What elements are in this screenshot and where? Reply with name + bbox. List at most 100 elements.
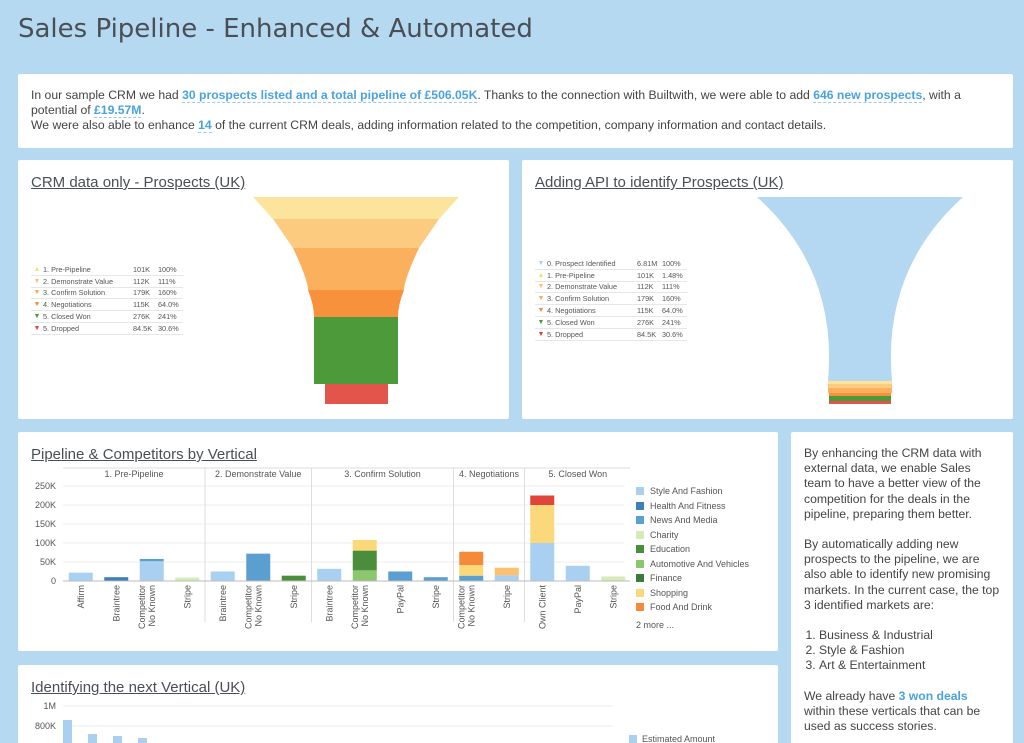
funnel-legend-row[interactable]: ▼ 3. Confirm Solution 179K 160% xyxy=(31,288,183,300)
intro-highlight-new-prospects[interactable]: 646 new prospects xyxy=(813,88,923,103)
stage-percent: 30.6% xyxy=(158,323,179,333)
legend-item[interactable]: Health And Fitness xyxy=(636,499,749,514)
stage-percent: 111% xyxy=(158,276,176,286)
bar[interactable] xyxy=(138,738,147,743)
stage-percent: 100% xyxy=(662,258,681,268)
bar-segment[interactable] xyxy=(139,561,164,581)
stage-value: 115K xyxy=(133,300,150,310)
funnel-legend-row[interactable]: ▼ 2. Demonstrate Value 112K 111% xyxy=(535,282,687,294)
legend-item[interactable]: Shopping xyxy=(636,586,749,601)
x-category-label: Stripe xyxy=(182,585,192,609)
stage-name: 4. Negotiations xyxy=(547,306,596,316)
group-label: 4. Negotiations xyxy=(459,469,520,479)
y-tick-label: 150K xyxy=(35,519,56,529)
bar-segment[interactable] xyxy=(175,577,200,581)
bar-segment[interactable] xyxy=(246,553,271,581)
funnel-title[interactable]: CRM data only - Prospects (UK) xyxy=(31,174,246,191)
stage-name: 5. Dropped xyxy=(43,323,80,333)
stage-name: 1. Pre-Pipeline xyxy=(43,264,91,274)
funnel-legend-row[interactable]: ▼ 5. Dropped 84.5K 30.6% xyxy=(535,329,687,341)
funnel-legend-row[interactable]: ▼ 4. Negotiations 115K 64.0% xyxy=(535,305,687,317)
intro-highlight-enhanced[interactable]: 14 xyxy=(198,118,212,133)
bar-segment[interactable] xyxy=(281,575,306,581)
stage-percent: 160% xyxy=(158,288,177,298)
funnel-legend-row[interactable]: ▼ 5. Closed Won 276K 241% xyxy=(31,311,183,323)
funnel-stage-pre-pipeline xyxy=(253,197,459,219)
bar-segment[interactable] xyxy=(139,558,164,562)
insight-card: By enhancing the CRM data with external … xyxy=(791,432,1013,743)
bar-segment[interactable] xyxy=(68,572,93,581)
stage-value: 101K xyxy=(133,264,151,274)
bar-segment[interactable] xyxy=(530,495,555,506)
bar-segment[interactable] xyxy=(494,575,519,581)
intro-highlight-pipeline[interactable]: 30 prospects listed and a total pipeline… xyxy=(182,88,478,103)
legend-item[interactable]: News And Media xyxy=(636,513,749,528)
legend-item[interactable]: Charity xyxy=(636,528,749,543)
funnel-legend-row[interactable]: ▼ 2. Demonstrate Value 112K 111% xyxy=(31,276,183,288)
bar[interactable] xyxy=(63,720,72,743)
legend-item[interactable]: Automotive And Vehicles xyxy=(636,557,749,572)
bar-segment[interactable] xyxy=(530,505,555,543)
intro-line-1: In our sample CRM we had 30 prospects li… xyxy=(31,88,1000,118)
intro-text: , with a potential of xyxy=(31,88,961,117)
bar-segment[interactable] xyxy=(352,539,377,551)
legend-more-link[interactable]: 2 more ... xyxy=(636,619,675,630)
won-deals-highlight[interactable]: 3 won deals xyxy=(898,688,968,703)
bar-segment[interactable] xyxy=(494,567,519,576)
funnel-legend-row[interactable]: ▼ 3. Confirm Solution 179K 160% xyxy=(535,293,687,306)
next-vertical-title[interactable]: Identifying the next Vertical (UK) xyxy=(31,679,246,696)
bar-segment[interactable] xyxy=(459,551,484,566)
funnel-legend-row[interactable]: ▼ 5. Closed Won 276K 241% xyxy=(535,317,687,329)
funnel-stage-prospect-identified xyxy=(757,197,963,381)
bar[interactable] xyxy=(113,736,122,743)
funnel-title[interactable]: Adding API to identify Prospects (UK) xyxy=(535,174,784,191)
stage-name: 2. Demonstrate Value xyxy=(547,282,618,292)
funnel-stage-dropped xyxy=(829,401,891,404)
pipeline-competitors-card: Pipeline & Competitors by Vertical 250K 2… xyxy=(18,432,778,651)
up-arrow-icon: ▲ xyxy=(537,271,545,279)
next-vertical-legend: Estimated Amount xyxy=(629,734,715,743)
intro-highlight-potential[interactable]: £19.57M xyxy=(94,103,142,118)
x-category-label: Stripe xyxy=(431,585,441,609)
insight-paragraph-3: We already have 3 won deals within these… xyxy=(804,689,1000,735)
down-arrow-icon: ▼ xyxy=(33,289,41,297)
stage-value: 84.5K xyxy=(637,329,657,339)
bar[interactable] xyxy=(88,734,97,743)
funnel-legend-row[interactable]: ▲ 1. Pre-Pipeline 101K 1.48% xyxy=(535,270,687,282)
bar-segment[interactable] xyxy=(459,575,484,581)
funnel-card-crm: CRM data only - Prospects (UK) ▲ 1. Pre-P… xyxy=(18,160,509,419)
bar-chart-title[interactable]: Pipeline & Competitors by Vertical xyxy=(31,446,257,463)
bar-segment[interactable] xyxy=(601,576,626,581)
bar-segment[interactable] xyxy=(352,550,377,571)
intro-text: We were also able to enhance xyxy=(31,118,199,132)
funnel-legend-row[interactable]: ▼ 4. Negotiations 115K 64.0% xyxy=(31,299,183,312)
stage-percent: 64.0% xyxy=(662,306,683,316)
bar-segment[interactable] xyxy=(459,565,484,576)
insight-paragraph-2: By automatically adding new prospects to… xyxy=(804,537,1000,612)
x-category-label: Affirm xyxy=(76,585,86,608)
stage-name: 1. Pre-Pipeline xyxy=(547,270,595,280)
funnel-legend-row[interactable]: ▲ 1. Pre-Pipeline 101K 100% xyxy=(31,264,183,276)
bar-segment[interactable] xyxy=(352,570,377,581)
funnel-legend-row[interactable]: ▼ 0. Prospect Identified 6.81M 100% xyxy=(535,258,687,270)
market-list-item: Style & Fashion xyxy=(819,643,1000,658)
bar-segment[interactable] xyxy=(423,577,448,581)
legend-item[interactable]: Food And Drink xyxy=(636,600,749,615)
intro-card: In our sample CRM we had 30 prospects li… xyxy=(18,74,1013,148)
bar-segment[interactable] xyxy=(530,543,555,581)
legend-item[interactable]: Style And Fashion xyxy=(636,484,749,499)
bar-segment[interactable] xyxy=(317,568,342,581)
stage-name: 5. Dropped xyxy=(547,329,584,339)
funnel-chart-api xyxy=(757,197,963,404)
down-arrow-icon: ▼ xyxy=(537,318,545,326)
bar-segment[interactable] xyxy=(565,565,590,581)
bar-segment[interactable] xyxy=(388,571,413,582)
funnel-legend-row[interactable]: ▼ 5. Dropped 84.5K 30.6% xyxy=(31,323,183,335)
bar-segment[interactable] xyxy=(210,571,235,582)
legend-item[interactable]: Finance xyxy=(636,571,749,586)
x-category-label: PayPal xyxy=(573,585,583,614)
stage-value: 276K xyxy=(133,312,151,322)
bar-segment[interactable] xyxy=(104,577,129,581)
legend-item[interactable]: Education xyxy=(636,542,749,557)
down-arrow-icon: ▼ xyxy=(537,330,545,338)
